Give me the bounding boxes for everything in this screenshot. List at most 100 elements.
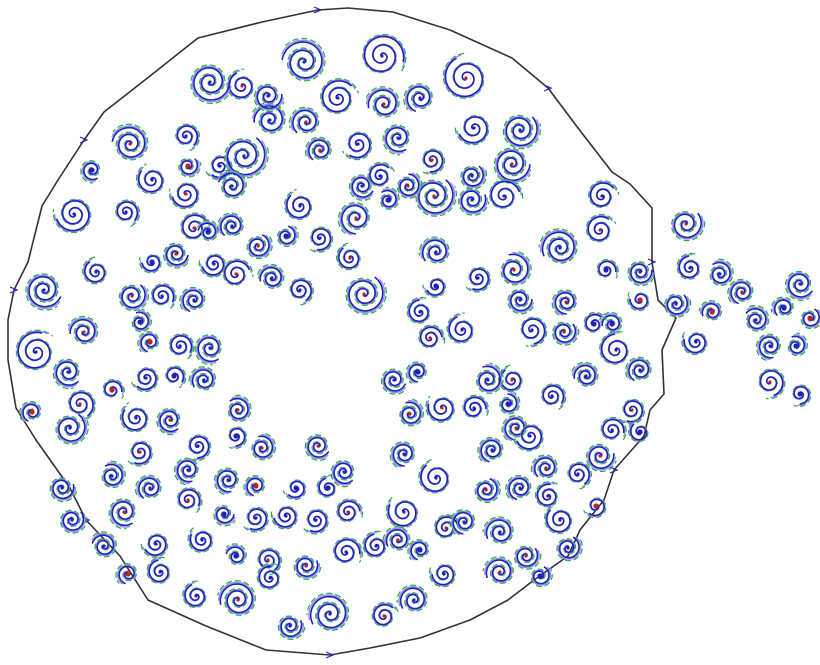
spiral-core	[256, 244, 260, 248]
spiral-core	[593, 503, 599, 509]
spiral-core	[630, 408, 634, 412]
spiral-dark-trace	[427, 398, 454, 421]
spiral-core	[154, 542, 158, 546]
spiral-core	[60, 486, 64, 490]
spiral-dark-trace	[286, 194, 311, 219]
spiral-dark-trace	[600, 333, 628, 364]
spiral-core	[490, 448, 494, 452]
spiral	[182, 580, 207, 608]
spiral	[101, 460, 126, 489]
spiral	[399, 398, 425, 427]
spiral-core	[544, 466, 548, 470]
spiral-green-trace	[415, 179, 458, 217]
spiral-core	[415, 369, 421, 375]
spiral-core	[768, 344, 772, 348]
spiral-dark-trace	[758, 336, 779, 359]
spiral	[465, 266, 491, 293]
spiral-core	[374, 544, 378, 548]
spiral-dark-trace	[334, 539, 361, 562]
spiral-core	[137, 319, 143, 325]
spiral-core	[298, 204, 302, 208]
spiral-core	[440, 406, 444, 410]
spiral-core	[122, 510, 126, 514]
spiral-core	[254, 516, 258, 520]
spiral	[422, 277, 447, 298]
spiral-core	[476, 276, 480, 280]
spiral	[500, 250, 532, 286]
spiral-dark-trace	[171, 183, 198, 208]
spiral-dark-trace	[91, 534, 115, 555]
spiral	[228, 426, 248, 449]
spiral-core	[694, 340, 698, 344]
spiral-core	[768, 380, 772, 384]
spiral-core	[283, 233, 289, 239]
spiral-core	[78, 402, 82, 406]
spiral	[243, 475, 266, 497]
spiral	[288, 106, 320, 134]
spiral-dark-trace	[399, 587, 426, 610]
spiral-core	[406, 184, 410, 188]
spiral	[755, 333, 781, 362]
spiral	[216, 580, 256, 616]
spiral-core	[486, 378, 490, 382]
spiral	[460, 165, 488, 190]
spiral-core	[709, 309, 715, 315]
spiral-core	[402, 510, 406, 514]
spiral-dark-trace	[508, 477, 530, 501]
spiral-core	[212, 262, 216, 266]
spiral-core	[29, 409, 35, 415]
spiral	[676, 252, 701, 280]
spiral-core	[316, 444, 320, 448]
spiral-dark-trace	[460, 190, 487, 213]
spiral-core	[158, 570, 162, 574]
spiral-core	[174, 252, 178, 256]
spiral-core	[380, 54, 384, 58]
spiral-core	[318, 236, 322, 240]
spiral-core	[530, 328, 534, 332]
spiral	[281, 37, 326, 82]
spiral-core	[505, 401, 511, 407]
spiral-dark-trace	[521, 318, 546, 345]
spiral-dark-trace	[730, 281, 752, 305]
spiral-dark-trace	[448, 316, 473, 343]
spiral	[345, 276, 387, 315]
spiral-dark-trace	[505, 116, 538, 147]
spiral-green-trace	[112, 123, 149, 161]
spiral-dark-trace	[280, 617, 303, 637]
spiral-core	[637, 297, 643, 303]
spiral	[330, 460, 355, 488]
spiral	[227, 394, 252, 423]
spiral	[304, 136, 332, 161]
spiral	[256, 263, 285, 289]
spiral-core	[362, 292, 366, 296]
spiral-core	[518, 128, 522, 132]
spiral-core	[68, 426, 72, 430]
spiral-dark-trace	[259, 266, 282, 287]
spiral	[698, 300, 723, 321]
spiral-core	[134, 416, 138, 420]
spiral-core	[512, 268, 516, 272]
spiral	[115, 199, 141, 227]
spiral-dark-trace	[385, 126, 408, 153]
spiral-core	[430, 158, 434, 162]
spiral-dark-trace	[628, 359, 650, 382]
spiral-green-trace	[190, 64, 232, 105]
spiral	[770, 296, 794, 317]
spiral-dark-trace	[351, 176, 374, 198]
spiral-core	[514, 426, 518, 430]
spiral	[681, 331, 708, 356]
spiral-core	[266, 94, 270, 98]
spiral-core	[740, 290, 744, 294]
spiral-core	[609, 321, 615, 327]
spiral-core	[192, 298, 196, 302]
spiral-dark-trace	[229, 397, 249, 420]
spiral-core	[464, 76, 468, 80]
spiral-core	[298, 288, 302, 292]
spiral	[169, 333, 195, 360]
spiral-core	[66, 370, 70, 374]
spiral-dark-trace	[568, 463, 590, 485]
spiral	[277, 615, 306, 640]
spiral	[745, 304, 770, 332]
spiral-dark-trace	[273, 507, 297, 528]
